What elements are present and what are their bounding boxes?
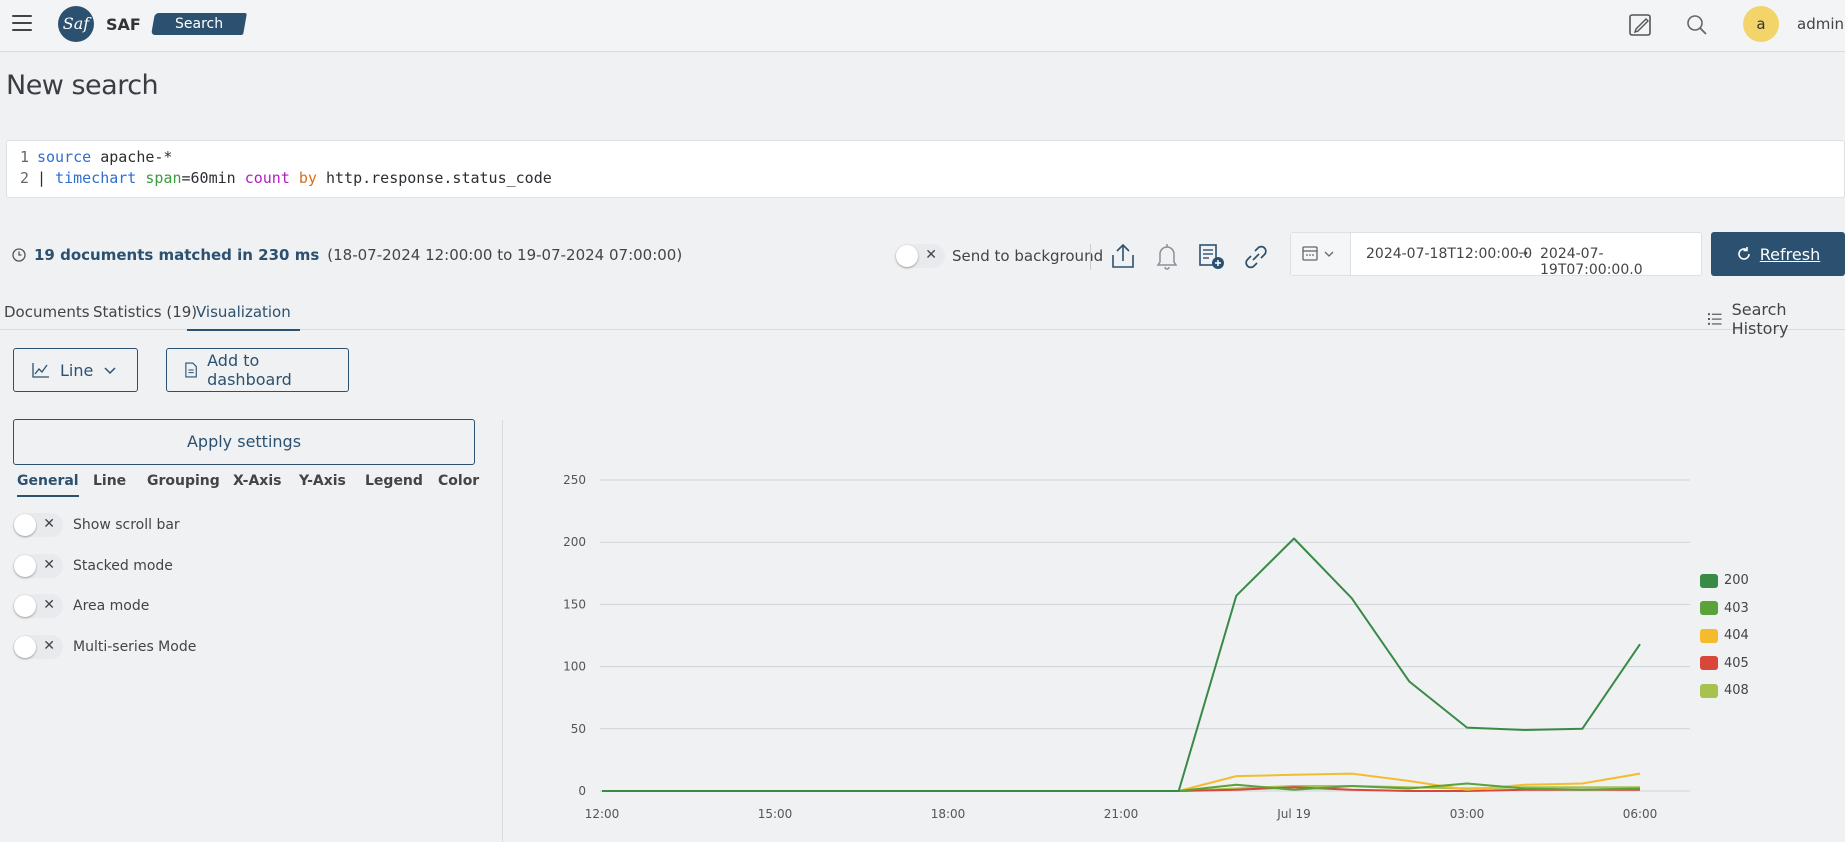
x-tick-label: Jul 19 (1276, 807, 1311, 821)
document-icon (185, 362, 197, 378)
x-tick-label: 15:00 (758, 807, 793, 821)
legend-label: 200 (1724, 573, 1749, 589)
legend-label: 403 (1724, 600, 1749, 616)
query-line-2: 2 | timechart span=60min count by http.re… (19, 169, 552, 187)
multi-series-mode-toggle[interactable]: ✕ (13, 635, 63, 659)
chart-type-dropdown[interactable]: Line (13, 348, 138, 392)
query-line-1: 1 source apache-* (19, 148, 173, 166)
search-history-button[interactable]: Search History (1708, 300, 1845, 338)
y-tick-label: 100 (563, 660, 586, 674)
x-tick-label: 06:00 (1623, 807, 1658, 821)
legend-label: 404 (1724, 628, 1749, 644)
settings-tab-line[interactable]: Line (93, 473, 127, 489)
list-icon (1708, 313, 1722, 325)
chevron-down-icon (104, 367, 116, 375)
apply-settings-button[interactable]: Apply settings (13, 419, 475, 465)
export-icon[interactable] (1109, 241, 1137, 271)
x-tick-label: 18:00 (931, 807, 966, 821)
matched-count: 19 documents matched in 230 ms (34, 246, 320, 264)
legend-swatch (1700, 601, 1718, 616)
y-tick-label: 200 (563, 535, 586, 549)
app-logo[interactable]: Saf (58, 6, 94, 42)
add-to-dashboard-button[interactable]: Add to dashboard (166, 348, 349, 392)
date-range-picker[interactable]: 2024-07-18T12:00:00.0 → 2024-07-19T07:00… (1290, 232, 1702, 278)
settings-tab-x-axis[interactable]: X-Axis (233, 473, 282, 489)
range-arrow: → (1518, 246, 1529, 260)
x-tick-label: 21:00 (1104, 807, 1139, 821)
date-from[interactable]: 2024-07-18T12:00:00.0 (1366, 246, 1533, 262)
username[interactable]: admin (1797, 15, 1844, 33)
query-editor[interactable]: 1 source apache-* 2 | timechart span=60min… (6, 140, 1845, 198)
add-report-icon[interactable] (1197, 241, 1225, 271)
refresh-button[interactable]: Refresh (1711, 232, 1845, 276)
send-background-label: Send to background (952, 247, 1104, 265)
matched-range: (18-07-2024 12:00:00 to 19-07-2024 07:00… (327, 246, 683, 264)
legend-item-200[interactable]: 200 (1700, 567, 1749, 595)
legend-swatch (1700, 656, 1718, 671)
show-scroll-bar-toggle[interactable]: ✕ (13, 513, 63, 537)
search-icon[interactable] (1684, 12, 1710, 38)
legend-label: 408 (1724, 683, 1749, 699)
y-tick-label: 250 (563, 473, 586, 487)
legend-item-408[interactable]: 408 (1700, 677, 1749, 705)
hamburger-menu-icon[interactable] (12, 15, 32, 33)
y-tick-label: 150 (563, 597, 586, 611)
link-icon[interactable] (1242, 241, 1270, 271)
tab-statistics[interactable]: Statistics (19) (93, 303, 198, 321)
panel-divider (502, 420, 503, 842)
legend-item-404[interactable]: 404 (1700, 622, 1749, 650)
chart-legend: 200 403 404 405 408 (1700, 567, 1749, 705)
x-tick-label: 12:00 (585, 807, 620, 821)
legend-label: 405 (1724, 655, 1749, 671)
settings-tab-color[interactable]: Color (438, 473, 480, 489)
stacked-mode-toggle[interactable]: ✕ (13, 554, 63, 578)
setting-show-scroll-bar: ✕ Show scroll bar (13, 513, 180, 537)
legend-item-405[interactable]: 405 (1700, 650, 1749, 678)
setting-multi-series-mode: ✕ Multi-series Mode (13, 635, 196, 659)
series-line-404[interactable] (602, 772, 1641, 792)
refresh-icon (1737, 247, 1750, 260)
tab-documents[interactable]: Documents (4, 303, 90, 321)
series-line-200[interactable] (602, 537, 1641, 792)
settings-tab-y-axis[interactable]: Y-Axis (299, 473, 346, 489)
x-tick-label: 03:00 (1450, 807, 1485, 821)
search-app-tab[interactable]: Search (151, 13, 247, 35)
y-tick-label: 50 (571, 722, 586, 736)
legend-swatch (1700, 628, 1718, 643)
result-tabs: Documents Statistics (19) Visualization (0, 300, 1845, 331)
area-mode-toggle[interactable]: ✕ (13, 594, 63, 618)
legend-swatch (1700, 573, 1718, 588)
y-tick-label: 0 (578, 784, 586, 798)
legend-swatch (1700, 683, 1718, 698)
calendar-dropdown[interactable] (1291, 233, 1351, 275)
settings-tabs: General Line Grouping X-Axis Y-Axis Lege… (13, 472, 479, 498)
user-avatar[interactable]: a (1743, 6, 1779, 42)
bell-alert-icon[interactable] (1153, 241, 1181, 271)
line-chart-icon (32, 363, 49, 378)
setting-stacked-mode: ✕ Stacked mode (13, 554, 173, 578)
divider (1090, 244, 1091, 270)
settings-tab-legend[interactable]: Legend (365, 473, 423, 489)
date-to[interactable]: 2024-07-19T07:00:00.0 (1540, 246, 1643, 278)
legend-item-403[interactable]: 403 (1700, 595, 1749, 623)
settings-tab-grouping[interactable]: Grouping (147, 473, 220, 489)
search-status: 19 documents matched in 230 ms (18-07-20… (12, 246, 682, 264)
clock-icon (12, 248, 26, 262)
edit-note-icon[interactable] (1628, 12, 1654, 38)
top-bar: Saf SAF Search a admin (0, 0, 1845, 52)
app-name: SAF (106, 15, 141, 34)
tab-visualization[interactable]: Visualization (187, 303, 300, 331)
timechart-line-chart: 0 50 100 150 200 250 12:00 15:00 18:00 21:00 Jul 1… (563, 473, 1690, 821)
setting-area-mode: ✕ Area mode (13, 594, 149, 618)
page-title: New search (6, 70, 159, 101)
settings-tab-general[interactable]: General (17, 473, 79, 497)
send-background-toggle[interactable]: ✕ (895, 244, 945, 268)
